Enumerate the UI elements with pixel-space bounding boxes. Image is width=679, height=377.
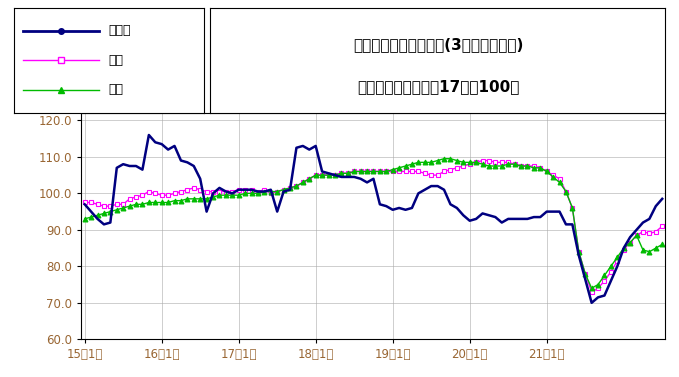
Text: 鳥取県: 鳥取県: [109, 24, 131, 37]
Text: 中国: 中国: [109, 54, 124, 67]
Text: 鉱工業生産指数の推移(3ヶ月移動平均): 鉱工業生産指数の推移(3ヶ月移動平均): [353, 37, 523, 52]
Text: 全国: 全国: [109, 83, 124, 97]
Text: （季節調整済、平成17年＝100）: （季節調整済、平成17年＝100）: [356, 79, 519, 94]
